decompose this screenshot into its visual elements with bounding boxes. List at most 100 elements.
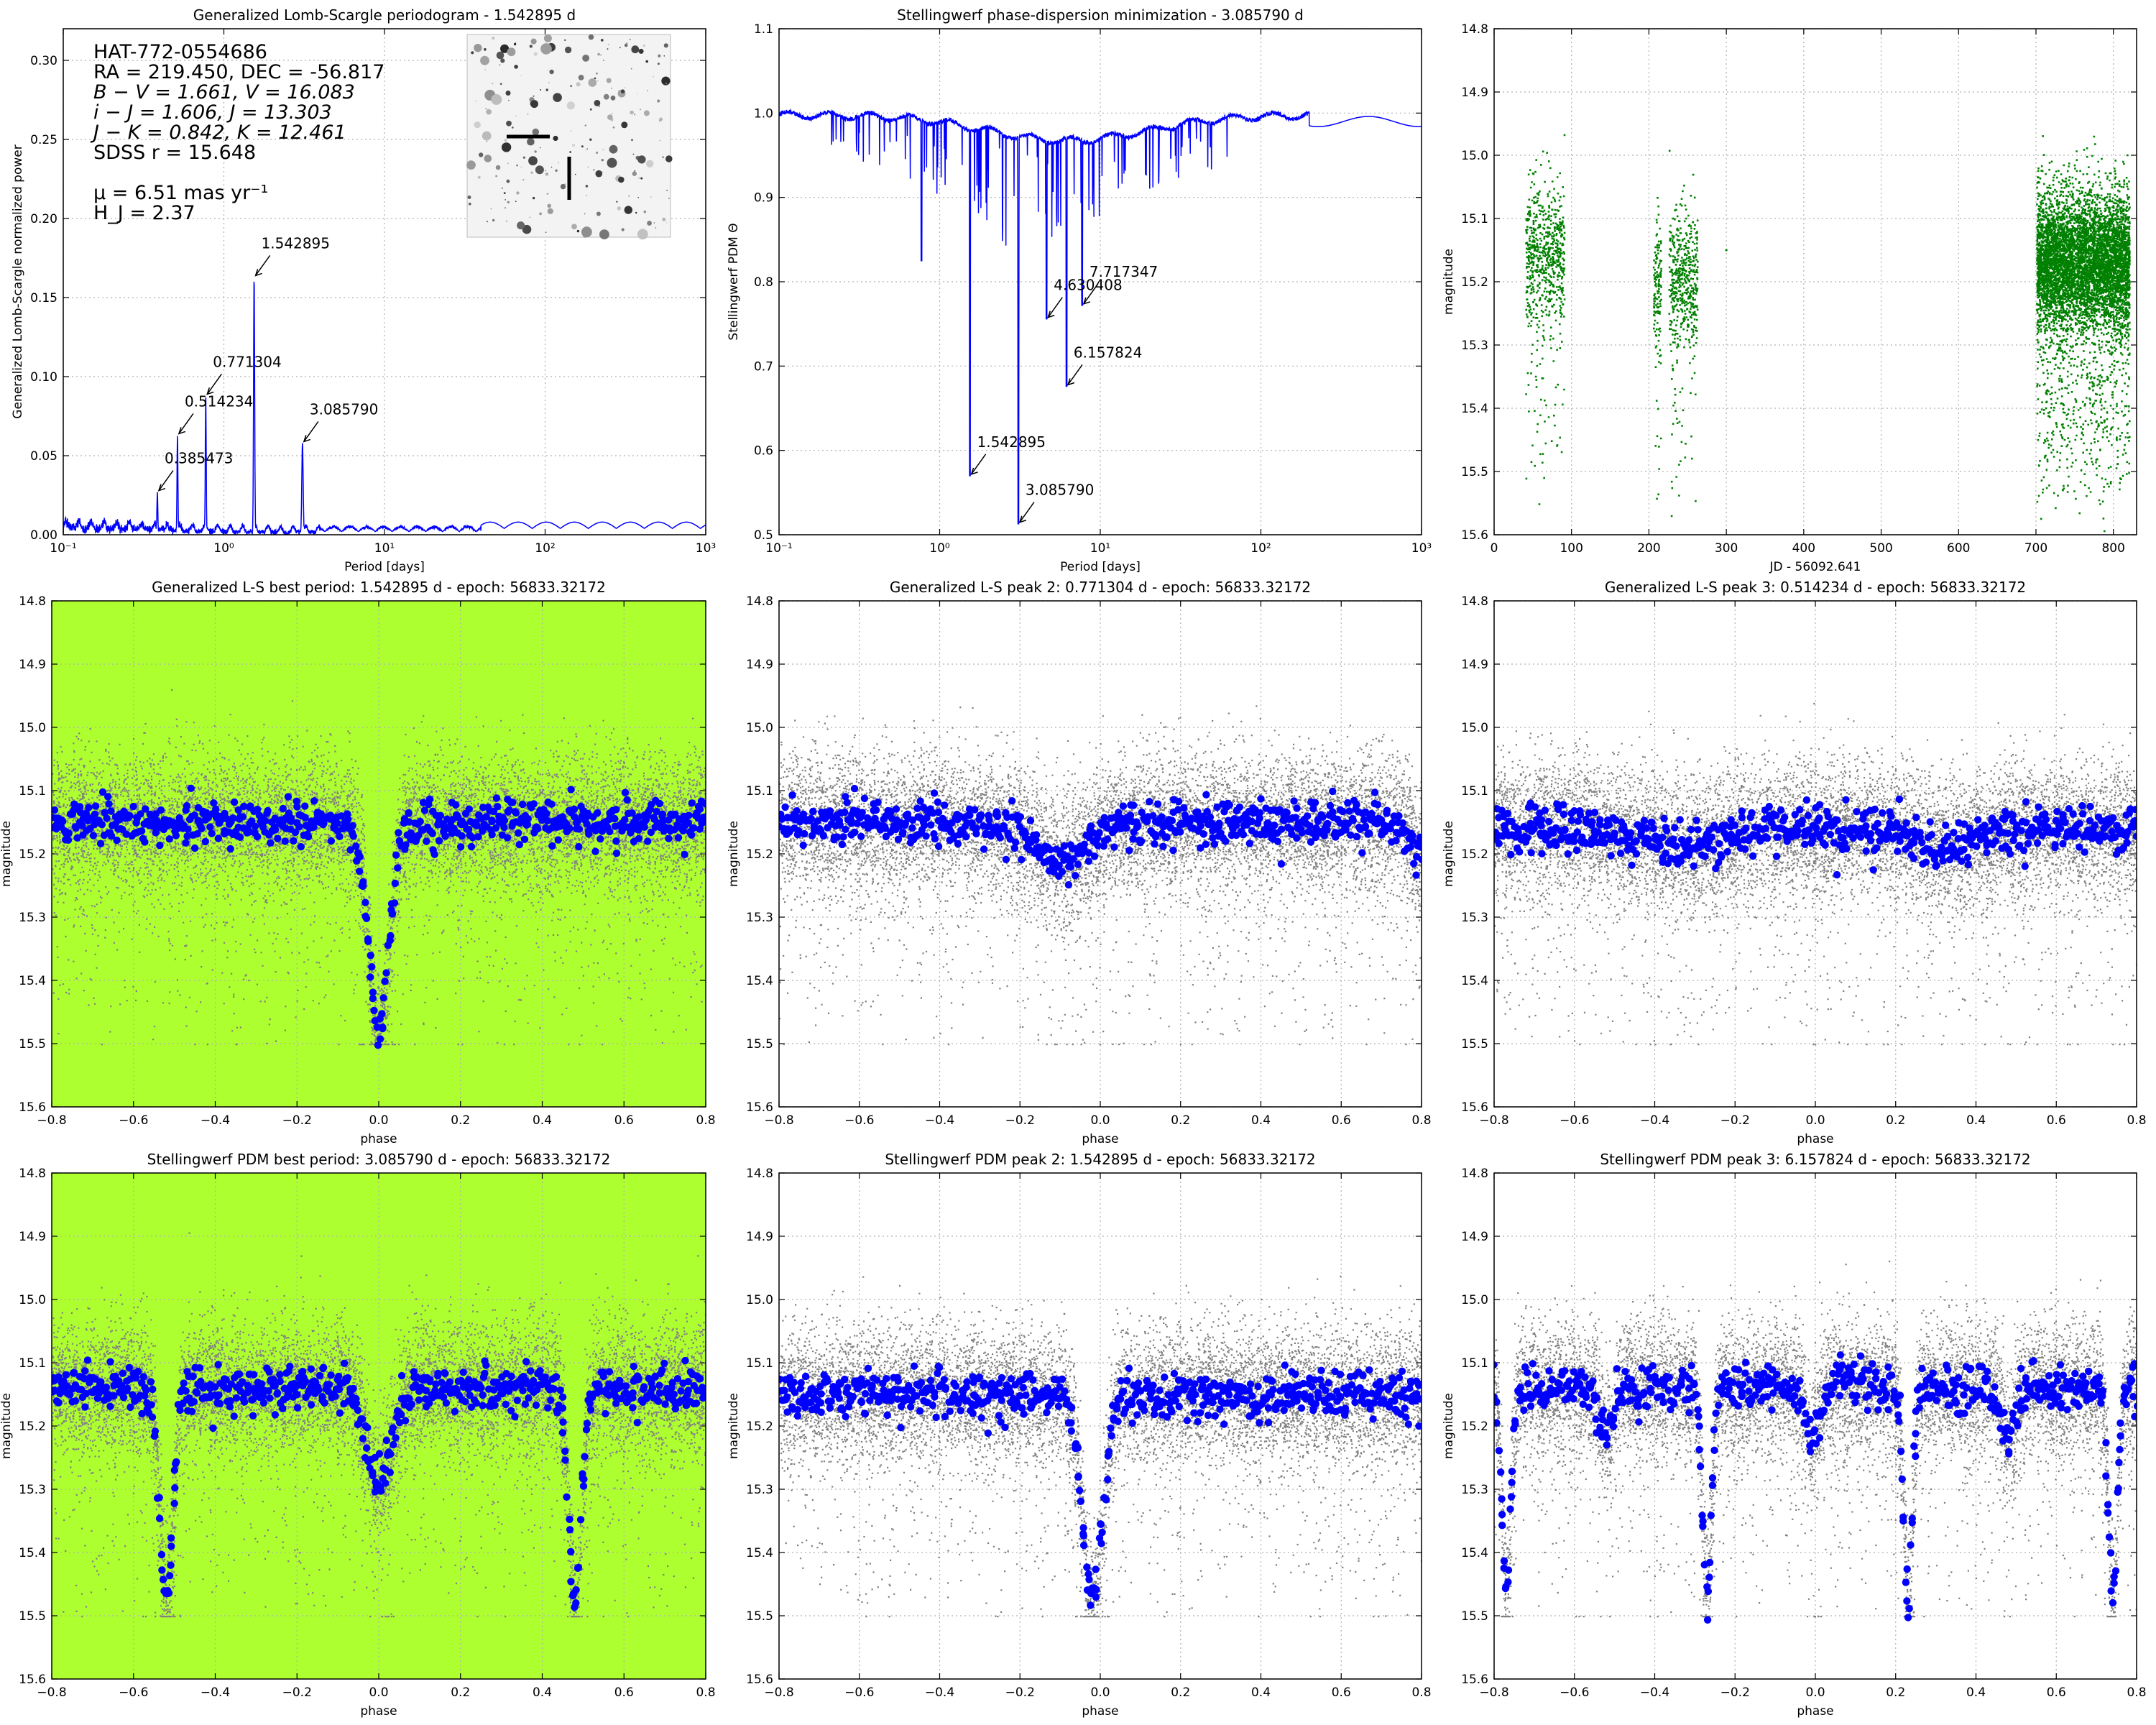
binned-point: [1020, 1410, 1027, 1417]
x-axis-label: Period [days]: [344, 560, 425, 574]
binned-point: [1585, 1404, 1593, 1411]
binned-point: [1773, 852, 1780, 860]
binned-point: [1392, 837, 1399, 844]
finder-star: [506, 121, 512, 126]
binned-point: [1175, 798, 1182, 805]
binned-point: [1874, 1406, 1881, 1413]
binned-point: [559, 1394, 566, 1401]
finder-star: [657, 99, 660, 102]
finder-star: [487, 221, 488, 222]
x-tick-label: 0.0: [369, 1685, 388, 1700]
binned-point: [1087, 822, 1095, 829]
binned-point: [1197, 822, 1204, 829]
finder-star: [602, 149, 604, 150]
finder-star: [492, 37, 494, 40]
y-tick-label: 0.9: [754, 191, 773, 206]
y-tick-label: 15.6: [19, 1100, 46, 1115]
binned-point: [536, 1367, 543, 1374]
y-tick-label: 0.25: [30, 133, 57, 147]
x-axis-label: Period [days]: [1060, 560, 1141, 574]
x-tick-label: 0.6: [614, 1113, 634, 1128]
binned-point: [1027, 817, 1034, 824]
binned-point: [190, 1398, 198, 1405]
binned-point: [857, 1398, 865, 1405]
binned-point: [1141, 1407, 1148, 1414]
binned-point: [1151, 840, 1158, 847]
y-tick-label: 15.6: [746, 1100, 773, 1115]
binned-point: [1695, 1422, 1703, 1430]
binned-point: [1074, 1444, 1082, 1451]
finder-star: [596, 152, 598, 154]
binned-point: [390, 1441, 397, 1448]
binned-point: [215, 1392, 222, 1399]
x-tick-label: 500: [1869, 541, 1892, 556]
binned-point: [2111, 1580, 2118, 1587]
binned-point: [1591, 809, 1598, 816]
binned-point: [689, 824, 696, 832]
chart-title: Stellingwerf PDM peak 2: 1.542895 d - ep…: [885, 1151, 1315, 1168]
binned-point: [851, 829, 858, 836]
binned-point: [1851, 1399, 1858, 1406]
binned-point: [138, 827, 145, 834]
x-tick-label: −0.4: [1640, 1113, 1669, 1128]
binned-point: [581, 1453, 588, 1460]
binned-point: [969, 1409, 977, 1417]
binned-point: [308, 1366, 315, 1373]
binned-point: [90, 832, 97, 839]
x-tick-label: −0.8: [764, 1113, 793, 1128]
y-tick-label: 15.6: [1461, 1673, 1488, 1687]
binned-point: [119, 1370, 126, 1377]
binned-point: [980, 845, 987, 852]
binned-point: [640, 1383, 648, 1390]
binned-point: [1240, 831, 1247, 838]
binned-point: [1853, 1392, 1860, 1399]
binned-point: [266, 1394, 273, 1402]
binned-point: [1529, 1360, 1537, 1367]
binned-point: [1722, 1369, 1729, 1376]
binned-point: [1087, 1601, 1094, 1609]
binned-point: [836, 1394, 843, 1402]
binned-point: [129, 803, 137, 810]
finder-star: [471, 51, 474, 54]
binned-point: [824, 1377, 831, 1384]
finder-star: [638, 178, 640, 179]
binned-point: [468, 843, 475, 850]
binned-point: [1731, 822, 1738, 829]
binned-point: [1928, 831, 1935, 838]
x-tick-label: −0.4: [925, 1113, 954, 1128]
binned-point: [1781, 814, 1788, 821]
binned-point: [367, 973, 374, 980]
binned-point: [451, 1408, 459, 1415]
y-tick-label: 15.3: [1461, 1483, 1488, 1497]
y-tick-label: 15.0: [746, 721, 773, 735]
binned-point: [1022, 1392, 1029, 1399]
binned-point: [895, 1377, 902, 1384]
binned-point: [349, 822, 356, 829]
binned-point: [1032, 837, 1039, 844]
binned-point: [2022, 862, 2029, 870]
finder-star: [480, 56, 489, 65]
binned-point: [1281, 1361, 1289, 1368]
binned-point: [1903, 819, 1910, 827]
binned-point: [295, 823, 303, 830]
y-tick-label: 15.3: [19, 911, 46, 925]
binned-point: [1095, 829, 1102, 836]
binned-point: [1085, 857, 1092, 865]
binned-point: [370, 1007, 377, 1014]
binned-point: [331, 1392, 338, 1399]
binned-point: [893, 805, 900, 812]
binned-point: [1113, 1405, 1120, 1412]
y-axis-label: magnitude: [1442, 249, 1456, 315]
binned-point: [369, 988, 377, 995]
binned-point: [1371, 788, 1378, 796]
binned-point: [1805, 812, 1812, 819]
finder-star: [514, 65, 518, 69]
binned-point: [270, 1376, 277, 1383]
binned-point: [1945, 1402, 1952, 1409]
finder-star: [588, 167, 589, 168]
binned-point: [606, 1368, 613, 1375]
binned-point: [106, 1358, 114, 1366]
x-tick-label: 0.0: [1805, 1113, 1825, 1128]
binned-point: [572, 1599, 579, 1606]
finder-star: [548, 82, 550, 83]
